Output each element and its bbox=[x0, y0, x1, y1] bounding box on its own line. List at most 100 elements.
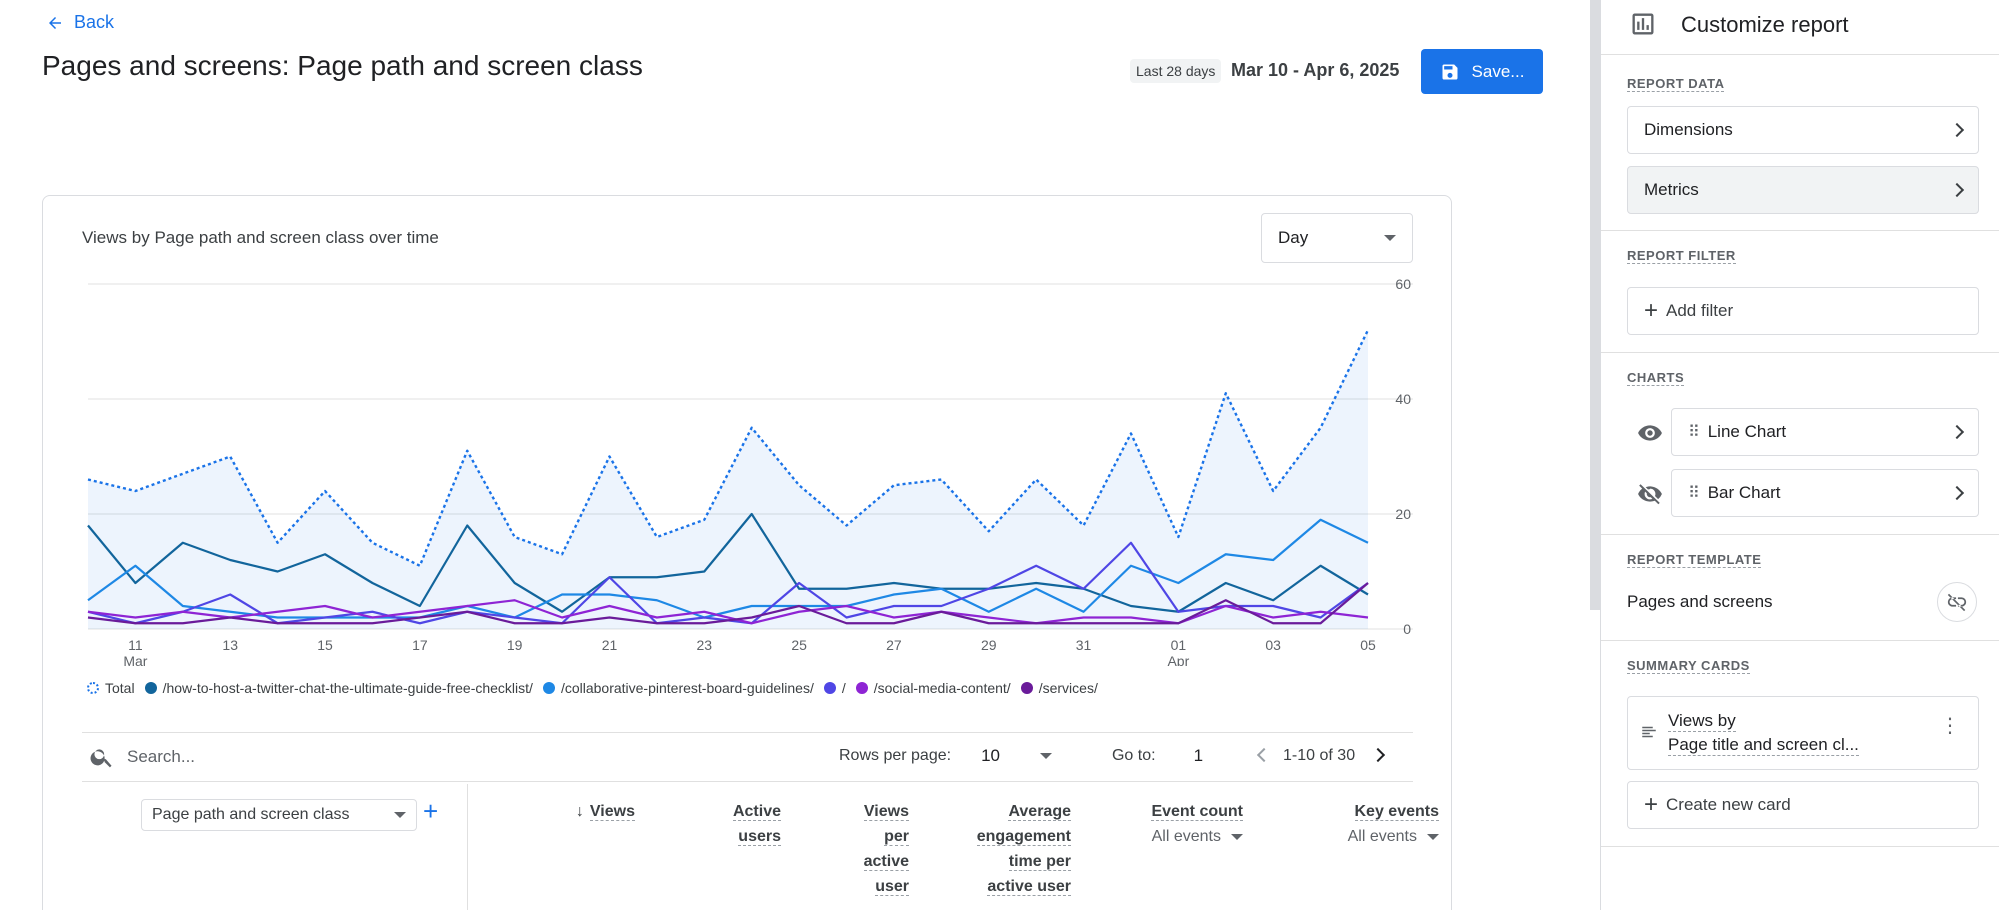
next-page-button[interactable] bbox=[1371, 747, 1386, 765]
col-active-users[interactable]: Active users bbox=[683, 799, 781, 849]
dimension-select-value: Page path and screen class bbox=[152, 806, 350, 823]
col-views-label: Views bbox=[589, 803, 635, 821]
dimensions-button[interactable]: Dimensions bbox=[1627, 106, 1979, 154]
x-tick-label: 23 bbox=[697, 637, 713, 653]
legend-item[interactable]: / bbox=[823, 680, 846, 696]
x-tick-label: 13 bbox=[222, 637, 238, 653]
drag-handle-icon[interactable]: ⠿ bbox=[1688, 424, 1700, 441]
chevron-right-icon bbox=[1371, 747, 1386, 763]
divider bbox=[82, 781, 1413, 782]
x-tick-label: 25 bbox=[791, 637, 807, 653]
col-label-line: active bbox=[863, 853, 909, 871]
legend-dot-icon bbox=[542, 682, 555, 694]
page-title: Pages and screens: Page path and screen … bbox=[42, 50, 643, 81]
date-preset-chip[interactable]: Last 28 days bbox=[1130, 59, 1222, 83]
legend-item[interactable]: Total bbox=[87, 680, 135, 696]
col-views[interactable]: ↓ Views bbox=[523, 799, 635, 824]
dimension-select[interactable]: Page path and screen class bbox=[141, 799, 417, 831]
granularity-select[interactable]: Day bbox=[1261, 213, 1413, 263]
series-line-4 bbox=[87, 599, 1369, 625]
save-button[interactable]: Save... bbox=[1421, 49, 1543, 94]
prev-page-button[interactable] bbox=[1256, 747, 1272, 765]
page-range: 1-10 of 30 bbox=[1283, 747, 1356, 764]
col-label-line: users bbox=[738, 828, 781, 846]
col-label-line: engagement bbox=[976, 828, 1071, 846]
col-label-line: Views bbox=[863, 803, 909, 821]
col-views-per-user[interactable]: Views per active user bbox=[813, 799, 909, 899]
add-dimension-plus-icon[interactable]: + bbox=[423, 796, 439, 826]
col-key-events[interactable]: Key events All events bbox=[1275, 799, 1439, 849]
key-event-filter-select[interactable]: All events bbox=[1275, 824, 1439, 849]
summary-card-line2: Page title and screen cl... bbox=[1668, 735, 1859, 756]
x-tick-label: 11 bbox=[128, 637, 143, 653]
pagination: Rows per page: 10 Go to: 1 1-10 of 30 bbox=[839, 746, 1386, 766]
line-chart-label: Line Chart bbox=[1707, 422, 1787, 441]
legend-dot-icon bbox=[855, 682, 868, 694]
caret-down-icon bbox=[394, 812, 406, 818]
x-tick-sublabel: Apr bbox=[1167, 653, 1189, 666]
summary-card-line1: Views by bbox=[1668, 711, 1736, 732]
bar-chart-row[interactable]: ⠿ Bar Chart bbox=[1671, 469, 1979, 517]
back-link[interactable]: Back bbox=[46, 12, 114, 33]
series-line-5 bbox=[87, 582, 1369, 625]
unlink-template-button[interactable] bbox=[1937, 582, 1977, 622]
legend-item[interactable]: /services/ bbox=[1020, 680, 1098, 696]
date-range-picker[interactable]: Mar 10 - Apr 6, 2025 bbox=[1231, 60, 1400, 80]
col-label-line: time per bbox=[1008, 853, 1071, 871]
rows-per-page-select[interactable]: 10 bbox=[981, 746, 1052, 766]
x-tick-label: 27 bbox=[886, 637, 902, 653]
divider bbox=[1601, 54, 1999, 55]
plus-icon: + bbox=[1644, 297, 1659, 324]
scrollbar[interactable] bbox=[1590, 0, 1600, 610]
x-tick-label: 31 bbox=[1076, 637, 1092, 653]
legend-item[interactable]: /social-media-content/ bbox=[855, 680, 1011, 696]
caret-down-icon bbox=[1427, 833, 1439, 840]
legend-item[interactable]: /how-to-host-a-twitter-chat-the-ultimate… bbox=[144, 680, 533, 696]
eye-icon[interactable] bbox=[1637, 420, 1663, 446]
metrics-button[interactable]: Metrics bbox=[1627, 166, 1979, 214]
goto-input[interactable]: 1 bbox=[1193, 746, 1204, 765]
dimensions-label: Dimensions bbox=[1644, 120, 1733, 139]
legend-label: /social-media-content/ bbox=[873, 680, 1011, 696]
summary-cards-label: SUMMARY CARDS bbox=[1627, 658, 1750, 674]
chart-table-card: Views by Page path and screen class over… bbox=[42, 195, 1452, 910]
y-tick-label: 0 bbox=[1403, 621, 1411, 637]
add-filter-button[interactable]: + Add filter bbox=[1627, 287, 1979, 335]
divider bbox=[82, 732, 1413, 733]
line-chart-row[interactable]: ⠿ Line Chart bbox=[1671, 408, 1979, 456]
x-tick-label: 17 bbox=[412, 637, 428, 653]
more-vert-icon[interactable]: ⋮ bbox=[1940, 715, 1960, 737]
back-label: Back bbox=[74, 12, 115, 32]
rows-per-page-label: Rows per page: bbox=[839, 747, 952, 764]
report-main: Back Pages and screens: Page path and sc… bbox=[42, 12, 1543, 910]
divider bbox=[1601, 352, 1999, 353]
caret-down-icon bbox=[1384, 235, 1396, 241]
legend-label: /collaborative-pinterest-board-guideline… bbox=[560, 680, 814, 696]
create-card-button[interactable]: + Create new card bbox=[1627, 781, 1979, 829]
chevron-right-icon bbox=[1949, 122, 1965, 138]
chevron-left-icon bbox=[1256, 747, 1272, 763]
divider bbox=[1601, 846, 1999, 847]
x-tick-label: 03 bbox=[1265, 637, 1281, 653]
divider bbox=[1601, 230, 1999, 231]
col-label-line: Key events bbox=[1354, 803, 1439, 821]
charts-label: CHARTS bbox=[1627, 370, 1685, 386]
table-search[interactable]: Search... bbox=[89, 744, 195, 770]
drag-handle-icon[interactable]: ⠿ bbox=[1688, 485, 1700, 502]
add-filter-label: Add filter bbox=[1666, 301, 1734, 320]
event-filter-select[interactable]: All events bbox=[1083, 824, 1243, 849]
eye-off-icon[interactable] bbox=[1637, 481, 1663, 507]
key-event-filter-value: All events bbox=[1347, 828, 1417, 845]
col-event-count[interactable]: Event count All events bbox=[1083, 799, 1243, 849]
col-avg-engagement[interactable]: Average engagement time per active user bbox=[923, 799, 1071, 899]
summary-card[interactable]: Views by Page title and screen cl... ⋮ bbox=[1627, 696, 1979, 770]
legend-dot-icon bbox=[823, 682, 836, 694]
legend-dot-icon bbox=[87, 682, 99, 694]
x-tick-sublabel: Mar bbox=[123, 653, 147, 666]
x-tick-label: 29 bbox=[981, 637, 997, 653]
summary-lines-icon bbox=[1642, 726, 1656, 738]
x-tick-label: 01 bbox=[1171, 637, 1187, 653]
arrow-left-icon bbox=[49, 16, 61, 29]
legend-item[interactable]: /collaborative-pinterest-board-guideline… bbox=[542, 680, 814, 696]
